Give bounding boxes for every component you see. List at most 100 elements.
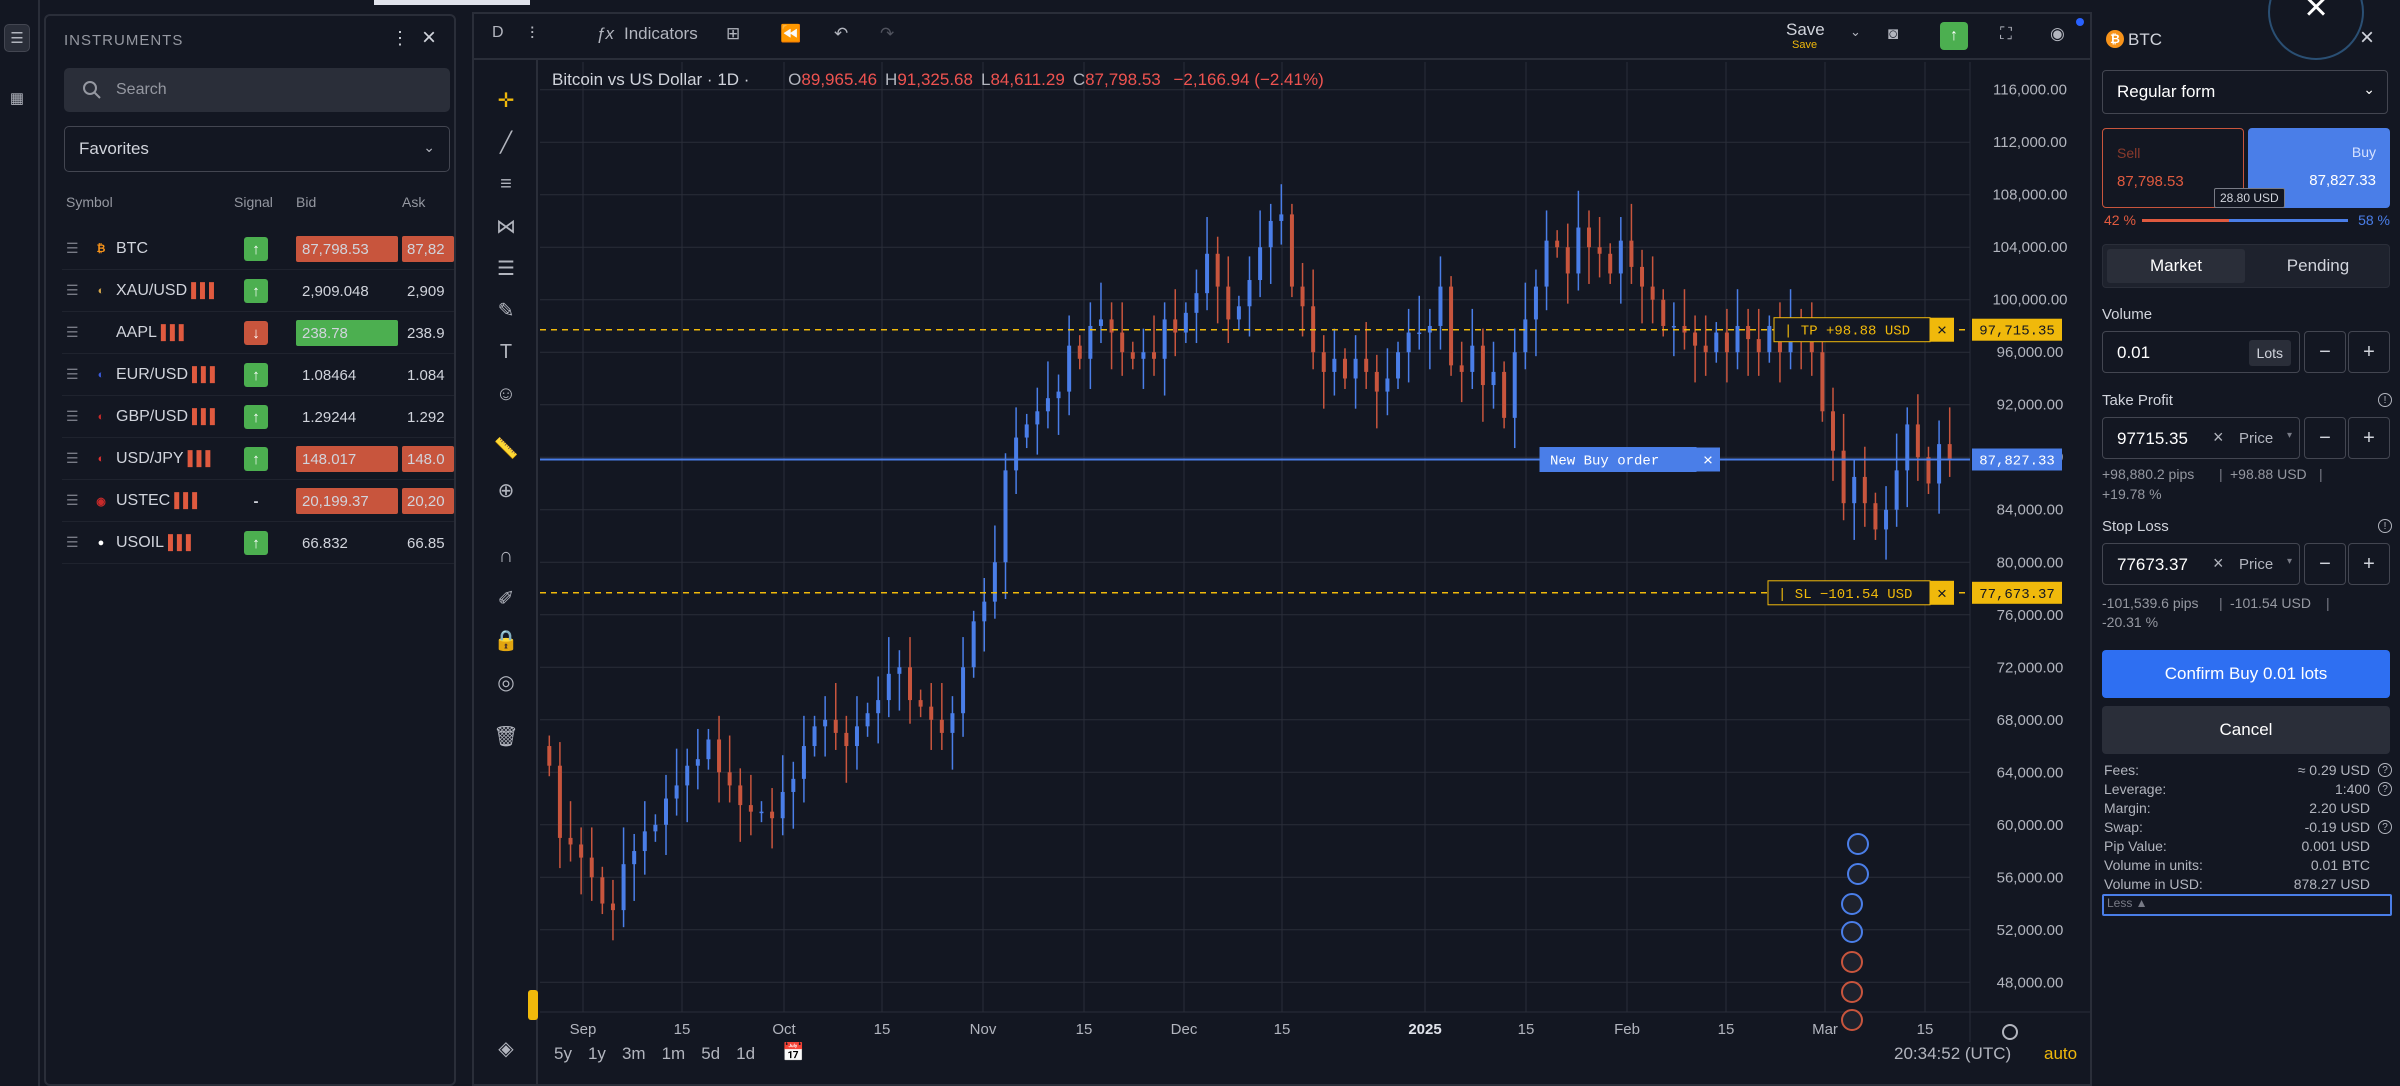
timeframe-5d[interactable]: 5d [701,1044,721,1063]
tp-tag[interactable]: | TP +98.88 USD × [1773,317,1954,343]
layout-icon[interactable]: ⊞ [726,24,741,43]
timeframe-1m[interactable]: 1m [661,1044,686,1063]
timeframe-1y[interactable]: 1y [587,1044,606,1063]
bid-price[interactable]: 148.017 [296,446,398,472]
instrument-row[interactable]: ☰ ◐ EUR/USD ▌▌▌ ↑ 1.08464 1.084 [62,354,454,396]
indicators-button[interactable]: Indicators [624,24,698,43]
cancel-button[interactable]: Cancel [2102,706,2390,754]
volume-value[interactable]: 0.01 [2117,343,2151,362]
drag-handle-icon[interactable]: ☰ [66,450,79,466]
instrument-row[interactable]: ☰ ◐ GBP/USD ▌▌▌ ↑ 1.29244 1.292 [62,396,454,438]
drag-handle-icon[interactable]: ☰ [66,408,79,424]
stop-loss-field[interactable]: 77673.37 × Price ▾ [2102,543,2300,585]
volume-field[interactable]: 0.01 Lots [2102,331,2300,373]
help-icon[interactable]: ? [2378,820,2392,834]
timeframe-1d[interactable]: 1d [736,1044,756,1063]
instrument-symbol[interactable]: USOIL ▌▌▌ [116,534,196,552]
clear-icon[interactable]: × [2213,553,2224,573]
drag-handle-icon[interactable]: ☰ [66,492,79,508]
drag-handle-icon[interactable]: ☰ [66,534,79,550]
clear-icon[interactable]: × [2213,427,2224,447]
undo-icon[interactable]: ↶ [834,24,849,43]
tp-price-label[interactable]: 97,715.35 [1972,318,2062,341]
help-icon[interactable]: ? [2378,763,2392,777]
auto-scale-button[interactable]: auto [2044,1044,2078,1063]
event-flag-icon[interactable] [1847,863,1869,885]
bid-price[interactable]: 1.08464 [302,366,357,384]
take-profit-field[interactable]: 97715.35 × Price ▾ [2102,417,2300,459]
hide-icon[interactable]: ◎ [497,671,515,694]
fx-icon[interactable]: ƒx [596,24,614,43]
pattern-icon[interactable]: ⋈ [496,215,516,238]
bid-price[interactable]: 2,909.048 [302,282,369,300]
instrument-symbol[interactable]: USTEC ▌▌▌ [116,492,202,510]
timeframe-3m[interactable]: 3m [621,1044,646,1063]
bid-price[interactable]: 20,199.37 [296,488,398,514]
ask-price[interactable]: 148.0 [402,446,454,472]
take-profit-mode[interactable]: Price [2239,430,2274,447]
take-profit-value[interactable]: 97715.35 [2117,429,2188,448]
arrow-up-icon[interactable]: ↑ [244,279,268,303]
volume-decrease-button[interactable]: − [2304,331,2346,373]
ask-price[interactable]: 1.084 [407,366,445,384]
bid-price[interactable]: 87,798.53 [296,236,398,262]
instrument-symbol[interactable]: EUR/USD ▌▌▌ [116,366,220,384]
tab-pending[interactable]: Pending [2286,256,2350,275]
help-icon[interactable]: ! [2378,519,2392,533]
instrument-symbol[interactable]: AAPL ▌▌▌ [116,324,189,342]
instrument-row[interactable]: ☰ ◉ USTEC ▌▌▌ - 20,199.37 20,20 [62,480,454,522]
chevron-down-icon[interactable]: ⌄ [1850,24,1861,39]
event-flag-icon[interactable] [1841,951,1863,973]
event-flag-icon[interactable] [1841,1009,1863,1031]
ask-price[interactable]: 2,909 [407,282,445,300]
zoom-icon[interactable]: ⊕ [497,479,515,502]
ask-price[interactable]: 66.85 [407,534,445,552]
settings-gear-icon[interactable] [2002,1024,2018,1040]
sl-tag[interactable]: | SL −101.54 USD × [1767,580,1954,606]
camera-icon[interactable]: ◙ [1888,24,1899,43]
eye-icon[interactable]: ◉ [2050,24,2065,43]
sell-button[interactable]: Sell 87,798.53 [2102,128,2244,208]
fib-icon[interactable]: ≡ [500,172,512,195]
arrow-up-icon[interactable]: ↑ [244,531,268,555]
sl-increase-button[interactable]: + [2348,543,2390,585]
instrument-symbol[interactable]: USD/JPY ▌▌▌ [116,450,215,468]
instrument-symbol[interactable]: GBP/USD ▌▌▌ [116,408,220,426]
close-order-icon[interactable]: × [2268,0,2364,60]
help-icon[interactable]: ? [2378,782,2392,796]
less-toggle[interactable]: Less ▲ [2102,894,2392,916]
ask-price[interactable]: 238.9 [407,324,445,342]
ask-price[interactable]: 87,82 [402,236,454,262]
event-flag-icon[interactable] [1847,833,1869,855]
close-icon[interactable] [1930,317,1954,342]
lock-icon[interactable]: 🔒 [493,629,519,652]
stop-loss-value[interactable]: 77673.37 [2117,555,2188,574]
interval-button[interactable]: D [492,24,504,41]
arrow-up-icon[interactable]: ↑ [244,447,268,471]
volume-unit[interactable]: Lots [2248,340,2291,366]
replay-icon[interactable]: ⏪ [780,24,802,43]
close-icon[interactable] [1696,447,1720,472]
search-input[interactable] [116,68,436,112]
sl-decrease-button[interactable]: − [2304,543,2346,585]
magnet-icon[interactable]: ∩ [498,544,514,567]
tp-increase-button[interactable]: + [2348,417,2390,459]
tp-decrease-button[interactable]: − [2304,417,2346,459]
event-flag-icon[interactable] [1841,893,1863,915]
order-form-select[interactable]: Regular form ⌄ [2102,70,2388,114]
stay-drawing-icon[interactable]: ✐ [497,587,515,610]
brush-icon[interactable]: ✎ [497,299,515,322]
ask-price[interactable]: 20,20 [402,488,454,514]
trendline-icon[interactable]: ╱ [499,131,513,154]
instrument-row[interactable]: ☰ ◐ USD/JPY ▌▌▌ ↑ 148.017 148.0 [62,438,454,480]
event-flag-icon[interactable] [1841,981,1863,1003]
event-flag-icon[interactable] [1841,921,1863,943]
ask-price[interactable]: 1.292 [407,408,445,426]
crosshair-icon[interactable]: ✛ [497,89,515,112]
date-range-icon[interactable]: 📅 [782,1042,805,1062]
text-icon[interactable]: T [499,340,513,363]
stop-loss-mode[interactable]: Price [2239,556,2274,573]
instrument-row[interactable]: ☰ ◐ XAU/USD ▌▌▌ ↑ 2,909.048 2,909 [62,270,454,312]
redo-icon[interactable]: ↷ [880,24,895,43]
bar-style-icon[interactable]: ⫶ [530,24,535,43]
